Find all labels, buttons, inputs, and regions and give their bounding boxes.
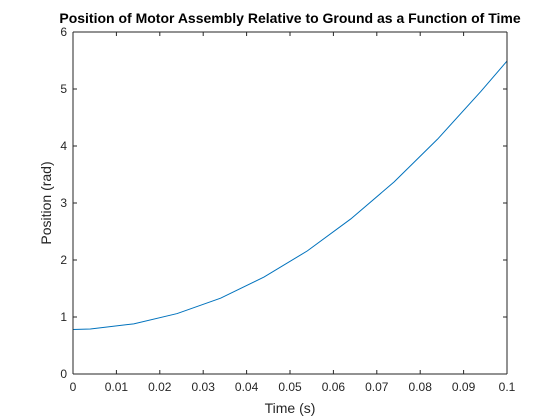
series-line-0	[72, 60, 508, 331]
x-axis-label: Time (s)	[265, 400, 316, 416]
y-tick-label: 6	[60, 25, 67, 39]
x-tick-label: 0.07	[365, 380, 389, 394]
plot-area	[73, 32, 507, 374]
x-tick-label: 0.03	[192, 380, 216, 394]
x-tick-label: 0.05	[278, 380, 302, 394]
chart-title: Position of Motor Assembly Relative to G…	[59, 10, 520, 26]
y-tick-label: 1	[60, 310, 67, 324]
x-tick-label: 0.06	[322, 380, 346, 394]
y-tick-label: 2	[60, 253, 67, 267]
series-layer	[72, 60, 508, 331]
y-axis-label: Position (rad)	[38, 161, 54, 244]
y-tick-label: 5	[60, 82, 67, 96]
x-tick-label: 0	[70, 380, 77, 394]
y-tick-label: 4	[60, 139, 67, 153]
x-tick-label: 0.02	[148, 380, 172, 394]
x-tick-label: 0.04	[235, 380, 259, 394]
x-tick-label: 0.1	[499, 380, 516, 394]
x-tick-label: 0.09	[452, 380, 476, 394]
y-tick-label: 0	[60, 367, 67, 381]
ticks-layer: 0 0.01 0.02 0.03 0.04 0.05 0.06 0.07 0.08 0.09 0.1…	[60, 25, 515, 394]
x-tick-label: 0.08	[409, 380, 433, 394]
y-tick-label: 3	[60, 196, 67, 210]
x-tick-label: 0.01	[105, 380, 129, 394]
